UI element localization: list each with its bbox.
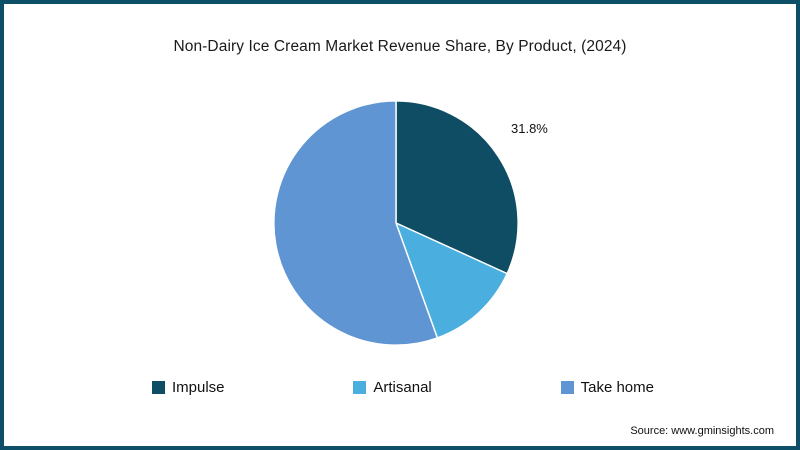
source-text: Source: www.gminsights.com [630, 425, 774, 437]
pie-slice-impulse [395, 100, 519, 275]
legend-label: Artisanal [373, 379, 432, 396]
legend-swatch-icon [560, 381, 574, 394]
pie-svg [273, 100, 519, 346]
pie-slice-take-home [273, 100, 439, 346]
pie-chart [271, 98, 521, 348]
pie-data-label-impulse: 31.8% [511, 121, 548, 136]
legend-item-artisanal: Artisanal [353, 379, 432, 396]
legend-item-impulse: Impulse [152, 379, 225, 396]
legend: Impulse Artisanal Take home [152, 379, 654, 396]
pie-slice-artisanal [395, 222, 508, 339]
legend-label: Impulse [172, 379, 225, 396]
legend-swatch-icon [152, 381, 165, 394]
legend-item-take-home: Take home [560, 379, 654, 396]
legend-label: Take home [580, 379, 654, 396]
legend-swatch-icon [353, 381, 367, 394]
chart-title: Non-Dairy Ice Cream Market Revenue Share… [173, 38, 627, 55]
